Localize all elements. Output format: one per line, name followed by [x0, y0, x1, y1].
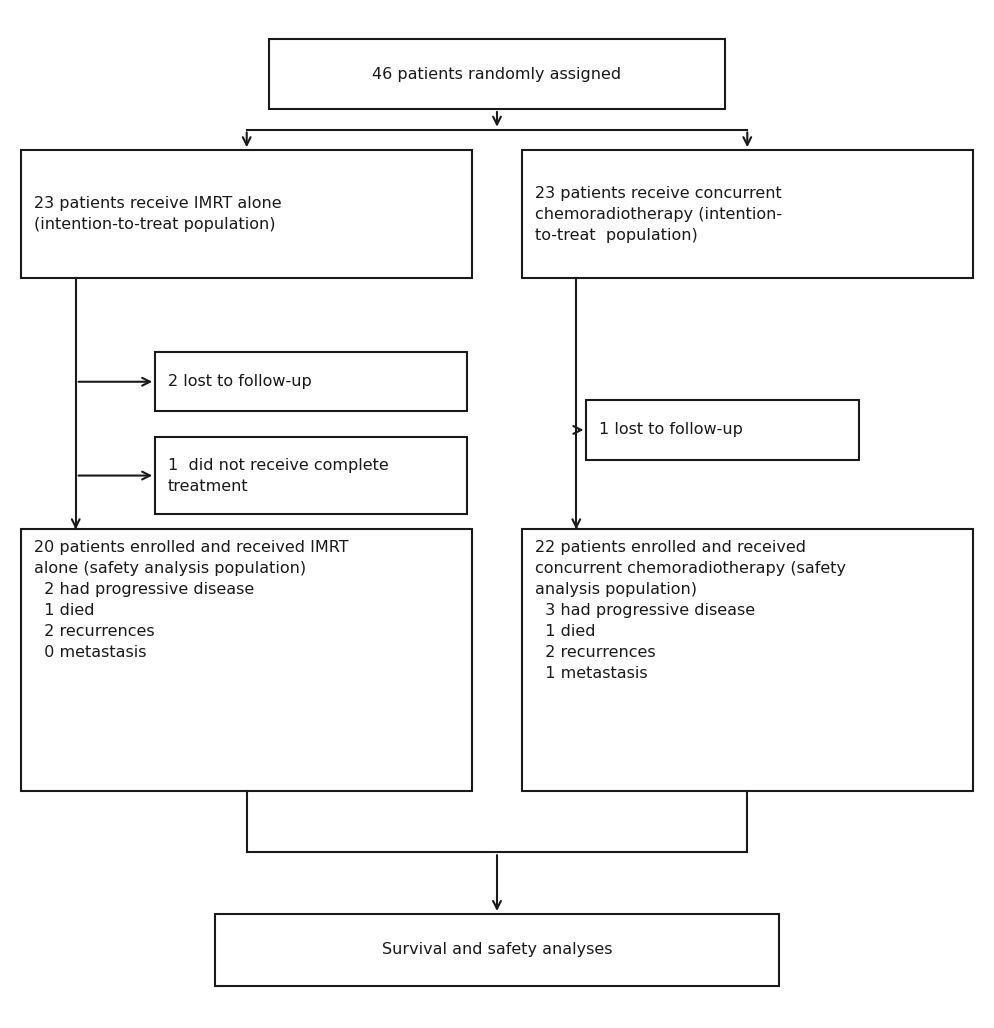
Bar — [155, 352, 467, 411]
Text: Survival and safety analyses: Survival and safety analyses — [382, 943, 612, 957]
Text: 2 lost to follow-up: 2 lost to follow-up — [168, 374, 312, 390]
Text: 46 patients randomly assigned: 46 patients randomly assigned — [373, 67, 621, 81]
Bar — [215, 914, 779, 986]
Text: 23 patients receive concurrent
chemoradiotherapy (intention-
to-treat  populatio: 23 patients receive concurrent chemoradi… — [535, 186, 782, 243]
Bar — [586, 400, 859, 460]
Bar — [269, 39, 725, 109]
Bar — [21, 150, 472, 279]
Bar — [155, 437, 467, 514]
Text: 1  did not receive complete
treatment: 1 did not receive complete treatment — [168, 457, 389, 493]
Text: 23 patients receive IMRT alone
(intention-to-treat population): 23 patients receive IMRT alone (intentio… — [34, 196, 281, 232]
Bar — [522, 529, 973, 791]
Text: 1 lost to follow-up: 1 lost to follow-up — [599, 423, 743, 438]
Bar — [21, 529, 472, 791]
Text: 22 patients enrolled and received
concurrent chemoradiotherapy (safety
analysis : 22 patients enrolled and received concur… — [535, 540, 846, 681]
Bar — [522, 150, 973, 279]
Text: 20 patients enrolled and received IMRT
alone (safety analysis population)
  2 ha: 20 patients enrolled and received IMRT a… — [34, 540, 349, 660]
